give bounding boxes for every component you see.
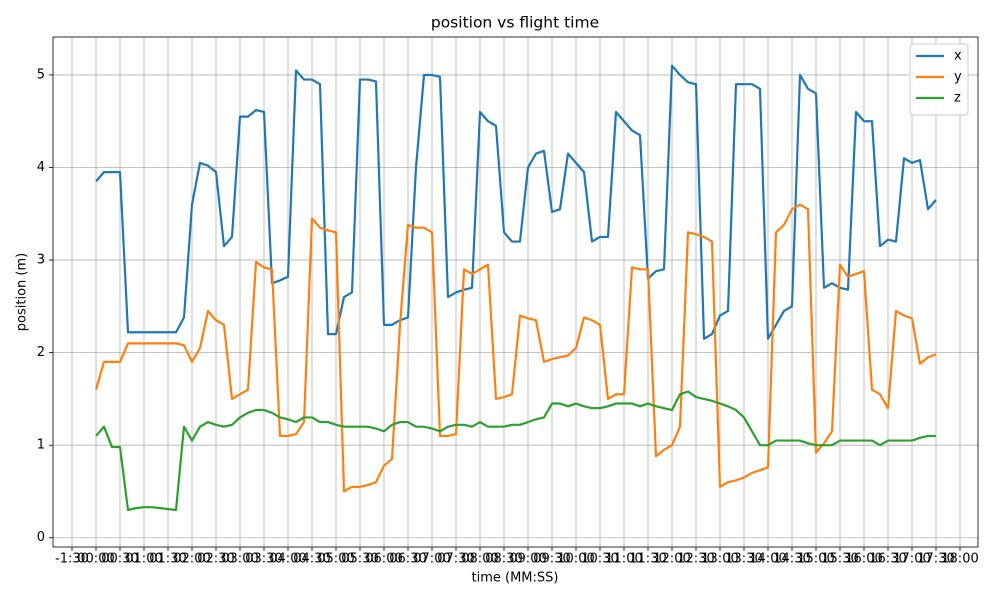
x-tick-label: 07:00: [413, 552, 450, 567]
x-tick-label: 10:30: [581, 552, 618, 567]
y-axis-label: position (m): [15, 253, 30, 331]
legend-label: y: [954, 70, 962, 85]
y-tick-label: 1: [37, 438, 45, 453]
x-axis-label: time (MM:SS): [472, 571, 559, 586]
series-line: [95, 64, 937, 340]
plot-frame: [52, 36, 979, 548]
x-tick-label: 03:00: [221, 552, 258, 567]
x-tick-label: 03:30: [245, 552, 282, 567]
legend-label: z: [954, 91, 961, 106]
chart-title: position vs flight time: [431, 14, 599, 32]
x-tick-label: 02:30: [197, 552, 234, 567]
x-tick-label: 16:30: [869, 552, 906, 567]
x-tick-label: 04:00: [269, 552, 306, 567]
x-tick-label: 01:00: [125, 552, 162, 567]
y-tick-label: 0: [37, 530, 45, 545]
x-tick-label: 02:00: [173, 552, 210, 567]
x-tick-label: 01:30: [149, 552, 186, 567]
x-tick-label: 15:00: [797, 552, 834, 567]
x-tick-label: 04:30: [293, 552, 330, 567]
series-line: [95, 390, 936, 512]
x-tick-label: 14:30: [773, 552, 810, 567]
x-tick-label: 08:00: [461, 552, 498, 567]
x-tick-label: 08:30: [485, 552, 522, 567]
x-tick-label: -1:30: [55, 552, 89, 567]
x-tick-label: 16:00: [845, 552, 882, 567]
x-tick-label: 15:30: [821, 552, 858, 567]
x-tick-label: 11:00: [605, 552, 642, 567]
x-tick-label: 12:30: [677, 552, 714, 567]
legend-label: x: [954, 49, 962, 64]
x-tick-label: 00:00: [77, 552, 114, 567]
y-tick-label: 5: [37, 67, 45, 82]
x-tick-label: 18:00: [941, 552, 978, 567]
x-tick-label: 11:30: [629, 552, 666, 567]
x-tick-label: 00:30: [101, 552, 138, 567]
x-tick-label: 07:30: [437, 552, 474, 567]
x-tick-label: 05:00: [317, 552, 354, 567]
x-tick-label: 17:30: [917, 552, 954, 567]
x-tick-label: 09:30: [533, 552, 570, 567]
x-tick-label: 13:00: [701, 552, 738, 567]
y-tick-label: 4: [37, 160, 45, 175]
y-tick-label: 3: [37, 253, 45, 268]
x-tick-label: 10:00: [557, 552, 594, 567]
x-tick-label: 12:00: [653, 552, 690, 567]
x-tick-label: 14:00: [749, 552, 786, 567]
x-tick-label: 06:30: [389, 552, 426, 567]
legend: xyz: [909, 43, 969, 116]
y-tick-label: 2: [37, 345, 45, 360]
x-tick-label: 06:00: [365, 552, 402, 567]
series-line: [94, 203, 937, 493]
x-tick-label: 17:00: [893, 552, 930, 567]
x-tick-label: 13:30: [725, 552, 762, 567]
x-tick-label: 05:30: [341, 552, 378, 567]
x-tick-label: 09:00: [509, 552, 546, 567]
